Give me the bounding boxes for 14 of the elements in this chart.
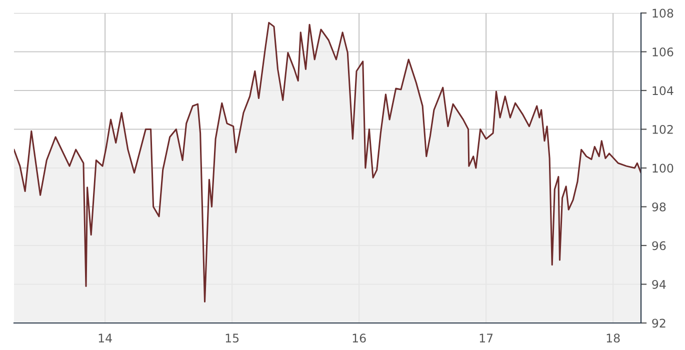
x-tick-label: 17 xyxy=(480,334,493,342)
x-tick-label: 14 xyxy=(98,334,112,342)
y-tick-label: 100 xyxy=(652,164,674,173)
y-tick-label: 96 xyxy=(652,241,666,250)
y-tick-label: 108 xyxy=(652,8,674,18)
y-tick-label: 106 xyxy=(652,47,674,56)
x-tick-label: 18 xyxy=(606,334,620,343)
y-tick-label: 98 xyxy=(652,202,666,212)
x-tick-label: 15 xyxy=(226,334,239,343)
y-tick-label: 102 xyxy=(652,124,673,134)
y-tick-label: 92 xyxy=(652,318,666,328)
x-tick-label: 16 xyxy=(352,334,366,343)
y-tick-label: 104 xyxy=(652,86,674,96)
y-tick-label: 94 xyxy=(652,280,666,289)
